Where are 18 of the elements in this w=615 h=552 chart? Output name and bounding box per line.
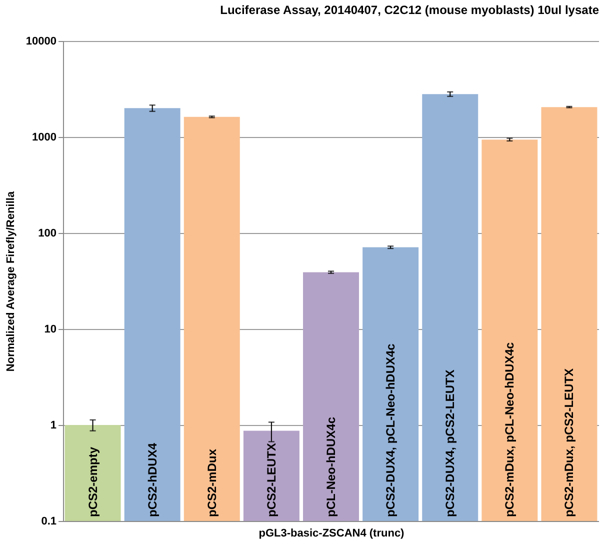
x-axis-title: pGL3-basic-ZSCAN4 (trunc)	[258, 528, 405, 540]
x-tick-label: pCS2-LEUTX	[264, 442, 278, 517]
x-tick-label: pCS2-mDux, pCL-Neo-hDUX4c	[502, 342, 517, 517]
y-tick-label: 1000	[32, 132, 56, 144]
x-tick-label: pCL-Neo-hDUX4c	[324, 416, 338, 517]
x-tick-label: pCS2-empty	[86, 446, 100, 517]
y-tick-label: 0.1	[41, 516, 56, 528]
chart-title: Luciferase Assay, 20140407, C2C12 (mouse myoblasts) 10ul lysate	[220, 3, 600, 17]
x-tick-label: pCS2-DUX4, pCS2-LEUTX	[443, 370, 458, 517]
y-tick-label: 10000	[26, 36, 56, 48]
y-axis-title: Normalized Average Firefly/Renilla	[4, 190, 17, 372]
x-tick-label: pCS2-hDUX4	[145, 442, 160, 517]
y-tick-label: 1	[50, 420, 56, 432]
y-tick-label: 10	[44, 324, 56, 336]
x-tick-label: pCS2-mDux, pCS2-LEUTX	[562, 368, 576, 517]
y-tick-label: 100	[38, 228, 56, 240]
x-tick-label: pCS2-DUX4, pCL-Neo-hDUX4c	[384, 343, 398, 517]
x-tick-label: pCS2-mDux	[204, 448, 219, 517]
